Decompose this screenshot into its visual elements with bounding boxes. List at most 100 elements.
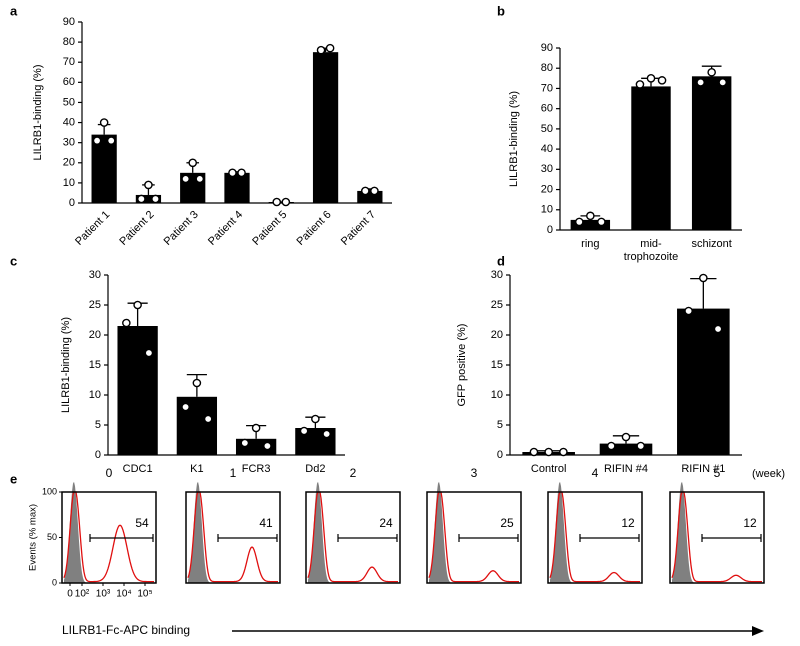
y-axis-label: Events (% max) (28, 504, 39, 571)
data-point (606, 441, 616, 451)
bar (691, 76, 732, 230)
y-tick-label: 60 (63, 76, 75, 88)
y-tick-label: 0 (52, 577, 57, 587)
week-label: 5 (714, 466, 721, 480)
y-tick-label: 10 (89, 389, 101, 401)
bar (599, 443, 653, 455)
y-tick-label: 15 (89, 359, 101, 371)
y-tick-label: 0 (69, 197, 75, 209)
y-axis-label: LILRB1-binding (%) (60, 317, 72, 413)
y-tick-label: 30 (491, 269, 503, 281)
y-axis-label: LILRB1-binding (%) (32, 65, 44, 161)
x-tick-label: 10⁴ (116, 589, 131, 600)
data-point (92, 136, 102, 145)
data-point (133, 300, 142, 310)
data-point (636, 441, 646, 451)
x-axis-label: LILRB1-Fc-APC binding (62, 623, 190, 637)
y-tick-label: 0 (547, 224, 553, 236)
x-tick-label: 10² (75, 589, 90, 600)
y-tick-label: 30 (541, 163, 553, 175)
data-point (251, 423, 261, 433)
gate-percent: 24 (379, 516, 393, 530)
plot-frame (547, 491, 643, 584)
control-histogram (429, 481, 519, 583)
data-point (281, 197, 291, 207)
x-tick-label: Patient 1 (73, 209, 112, 248)
arrow-head (752, 626, 764, 636)
sample-histogram (307, 491, 398, 583)
x-tick-label-line: trophozoite (624, 251, 678, 263)
gate-percent: 12 (743, 516, 757, 530)
x-tick-label: Patient 4 (206, 209, 245, 248)
data-point (322, 429, 331, 439)
x-tick-label: FCR3 (242, 463, 271, 475)
data-point (192, 378, 202, 388)
data-point (361, 186, 370, 196)
y-tick-label: 80 (541, 62, 553, 74)
data-point (707, 67, 716, 77)
data-point (696, 78, 705, 87)
y-tick-label: 20 (89, 329, 101, 341)
y-tick-label: 70 (541, 82, 553, 94)
y-tick-label: 20 (63, 157, 75, 169)
data-point (144, 180, 153, 190)
y-tick-label: 0 (95, 449, 101, 461)
plot-frame (669, 491, 765, 584)
control-histogram (550, 481, 640, 583)
week-label: 3 (471, 466, 478, 480)
sample-histogram (671, 491, 762, 583)
y-tick-label: 80 (63, 36, 75, 48)
data-point (559, 447, 568, 457)
y-tick-label: 10 (63, 177, 75, 189)
plot-frame (305, 491, 401, 584)
data-point (657, 76, 667, 85)
bar (135, 194, 162, 203)
y-tick-label: 30 (63, 137, 75, 149)
sample-histogram (428, 491, 519, 583)
x-tick-label: 10³ (96, 589, 111, 600)
y-tick-label: 10 (491, 389, 503, 401)
y-tick-label: 50 (541, 123, 553, 135)
data-point (263, 441, 272, 451)
unit-label: (week) (752, 468, 785, 480)
data-point (684, 306, 693, 316)
bar (357, 190, 383, 203)
panel-label: d (497, 253, 505, 268)
week-label: 2 (350, 466, 357, 480)
y-tick-label: 5 (497, 419, 503, 431)
data-point (240, 438, 250, 448)
gate-percent: 41 (259, 516, 273, 530)
x-tick-label: 0 (67, 589, 73, 600)
y-tick-label: 40 (63, 116, 75, 128)
y-tick-label: 20 (491, 329, 503, 341)
week-label: 4 (592, 466, 599, 480)
y-tick-label: 15 (491, 359, 503, 371)
y-tick-label: 50 (63, 96, 75, 108)
x-tick-label: K1 (190, 463, 203, 475)
data-point (151, 194, 160, 204)
panel-label: e (10, 471, 17, 486)
y-tick-label: 60 (541, 103, 553, 115)
plot-frame (426, 491, 522, 584)
y-tick-label: 90 (541, 42, 553, 54)
panel-label: b (497, 3, 505, 18)
week-label: 1 (230, 466, 237, 480)
week-label: 0 (106, 466, 113, 480)
data-point (137, 194, 146, 204)
x-tick-label: Patient 2 (117, 209, 156, 248)
data-point (237, 168, 246, 178)
y-tick-label: 30 (89, 269, 101, 281)
data-point (713, 324, 723, 334)
data-point (228, 168, 237, 178)
x-tick-label: Patient 6 (295, 209, 334, 248)
y-tick-label: 100 (42, 486, 57, 496)
y-tick-label: 10 (541, 204, 553, 216)
data-point (272, 197, 282, 207)
x-tick-label: CDC1 (123, 463, 153, 475)
data-point (144, 348, 154, 358)
data-point (544, 447, 553, 457)
control-histogram (308, 481, 398, 583)
data-point (718, 78, 728, 87)
data-point (621, 432, 631, 442)
data-point (574, 217, 584, 227)
